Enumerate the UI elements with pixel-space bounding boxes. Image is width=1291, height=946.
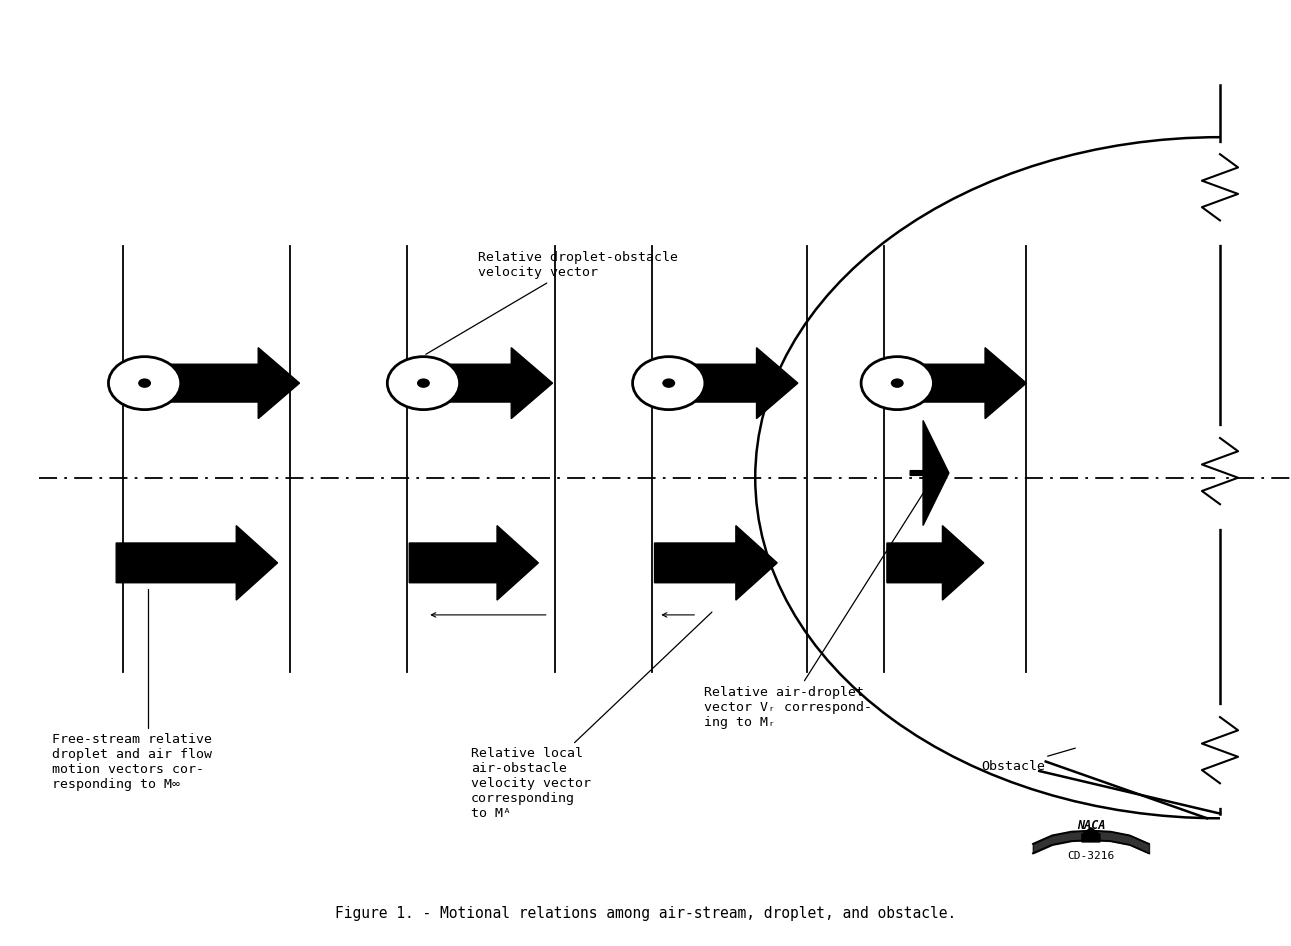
Circle shape	[861, 357, 933, 410]
FancyArrow shape	[116, 526, 278, 600]
Circle shape	[108, 357, 181, 410]
FancyArrow shape	[151, 348, 300, 418]
Text: Relative local
air-obstacle
velocity vector
corresponding
to Mᴬ: Relative local air-obstacle velocity vec…	[471, 612, 711, 820]
FancyArrow shape	[904, 348, 1026, 418]
Circle shape	[387, 357, 460, 410]
FancyArrow shape	[655, 526, 777, 600]
Circle shape	[417, 378, 430, 388]
Text: NACA: NACA	[1077, 819, 1105, 832]
Text: Figure 1. - Motional relations among air-stream, droplet, and obstacle.: Figure 1. - Motional relations among air…	[334, 906, 957, 921]
Text: Free-stream relative
droplet and air flow
motion vectors cor-
responding to M∞: Free-stream relative droplet and air flo…	[52, 589, 212, 791]
FancyArrow shape	[409, 526, 538, 600]
FancyArrow shape	[675, 348, 798, 418]
Text: Relative air-droplet
vector Vᵣ correspond-
ing to Mᵣ: Relative air-droplet vector Vᵣ correspon…	[704, 477, 933, 728]
Circle shape	[662, 378, 675, 388]
Text: Obstacle: Obstacle	[981, 748, 1075, 773]
Circle shape	[138, 378, 151, 388]
Text: Relative droplet-obstacle
velocity vector: Relative droplet-obstacle velocity vecto…	[426, 251, 678, 355]
Circle shape	[633, 357, 705, 410]
FancyArrow shape	[910, 420, 949, 526]
FancyArrow shape	[887, 526, 984, 600]
Circle shape	[891, 378, 904, 388]
Text: CD-3216: CD-3216	[1068, 851, 1114, 861]
Polygon shape	[1082, 828, 1100, 842]
FancyArrow shape	[430, 348, 553, 418]
